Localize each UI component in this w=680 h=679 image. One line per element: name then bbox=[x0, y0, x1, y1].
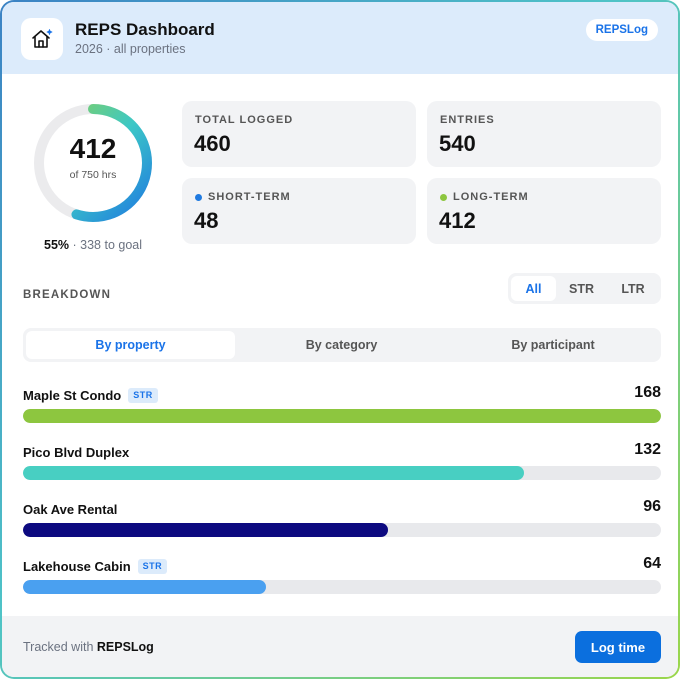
stat-entries: ENTRIES 540 bbox=[427, 101, 661, 167]
property-bar-fill bbox=[23, 580, 267, 594]
stat-label: SHORT-TERM bbox=[195, 191, 291, 203]
stat-value: 540 bbox=[439, 131, 476, 156]
property-bar-track bbox=[23, 523, 661, 537]
filter-ltr[interactable]: LTR bbox=[621, 281, 645, 296]
property-name: Oak Ave Rental bbox=[23, 501, 118, 517]
str-tag: STR bbox=[137, 558, 168, 574]
log-time-button[interactable]: Log time bbox=[575, 631, 661, 663]
progress-ring: 412 of 750 hrs bbox=[30, 100, 156, 226]
property-row-pico-blvd-duplex[interactable]: Pico Blvd Duplex 132 bbox=[23, 441, 661, 483]
property-hours: 96 bbox=[643, 498, 661, 515]
str-tag: STR bbox=[128, 387, 158, 403]
property-hours: 168 bbox=[634, 384, 661, 401]
stat-value: 412 bbox=[439, 208, 476, 233]
progress-ring-fill bbox=[34, 104, 152, 222]
stat-long-term: LONG-TERM 412 bbox=[427, 178, 661, 244]
header: REPS Dashboard 2026 · all properties REP… bbox=[2, 2, 678, 74]
footer-credit: Tracked with REPSLog bbox=[23, 640, 154, 654]
long-term-dot bbox=[440, 193, 447, 201]
property-bar-track bbox=[23, 409, 661, 423]
property-hours: 132 bbox=[634, 441, 661, 458]
progress-caption: 55% · 338 to goal bbox=[22, 238, 164, 252]
stat-value: 460 bbox=[194, 131, 231, 156]
stat-short-term: SHORT-TERM 48 bbox=[182, 178, 416, 244]
stat-value: 48 bbox=[194, 208, 219, 233]
footer: Tracked with REPSLog Log time bbox=[2, 616, 678, 677]
tab-by-property[interactable]: By property bbox=[26, 331, 235, 359]
stat-total-logged: TOTAL LOGGED 460 bbox=[182, 101, 416, 167]
app-subtitle: 2026 · all properties bbox=[75, 42, 186, 56]
progress-value: 412 bbox=[69, 133, 117, 164]
short-term-dot bbox=[195, 193, 202, 201]
tab-by-participant[interactable]: By participant bbox=[511, 338, 595, 352]
footer-brand: REPSLog bbox=[96, 640, 154, 654]
property-row-maple-st-condo[interactable]: Maple St Condo STR 168 bbox=[23, 384, 661, 426]
property-bar-fill bbox=[23, 466, 525, 480]
stat-label: TOTAL LOGGED bbox=[195, 114, 294, 126]
property-name: Pico Blvd Duplex bbox=[23, 444, 130, 460]
property-bar-track bbox=[23, 466, 661, 480]
progress-percent: 55% bbox=[44, 238, 70, 252]
property-bar-fill bbox=[23, 409, 661, 423]
breakdown-tabs: By property By category By participant bbox=[23, 328, 661, 362]
app-title: REPS Dashboard bbox=[75, 20, 215, 39]
house-sparkle-icon bbox=[32, 29, 53, 48]
property-name: Lakehouse Cabin STR bbox=[23, 557, 168, 575]
filter-all[interactable]: All bbox=[511, 276, 556, 301]
brand-badge[interactable]: REPSLog bbox=[585, 19, 658, 41]
progress-goal-label: of 750 hrs bbox=[69, 169, 117, 181]
progress-to-goal: · 338 to goal bbox=[69, 238, 143, 252]
progress-ring-graphic bbox=[34, 104, 152, 222]
app-icon bbox=[21, 18, 63, 60]
stat-label: LONG-TERM bbox=[440, 191, 529, 203]
property-hours: 64 bbox=[643, 555, 661, 572]
breakdown-title: BREAKDOWN bbox=[23, 289, 112, 301]
tab-by-category[interactable]: By category bbox=[305, 338, 378, 352]
property-name: Maple St Condo STR bbox=[23, 386, 158, 404]
property-row-lakehouse-cabin[interactable]: Lakehouse Cabin STR 64 bbox=[23, 555, 661, 597]
property-bar-fill bbox=[23, 523, 388, 537]
stat-label: ENTRIES bbox=[440, 114, 495, 126]
filter-str[interactable]: STR bbox=[569, 281, 594, 296]
property-bar-track bbox=[23, 580, 661, 594]
property-row-oak-ave-rental[interactable]: Oak Ave Rental 96 bbox=[23, 498, 661, 540]
type-filter: All STR LTR bbox=[508, 273, 661, 304]
